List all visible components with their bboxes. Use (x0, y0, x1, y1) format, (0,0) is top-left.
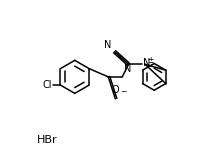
Text: N: N (104, 40, 111, 50)
Text: ±: ± (147, 56, 153, 65)
Text: N: N (143, 59, 150, 68)
Text: O: O (111, 85, 119, 95)
Text: HBr: HBr (37, 135, 58, 145)
Text: Cl: Cl (43, 80, 52, 90)
Text: N: N (124, 64, 131, 74)
Text: −: − (120, 87, 126, 96)
